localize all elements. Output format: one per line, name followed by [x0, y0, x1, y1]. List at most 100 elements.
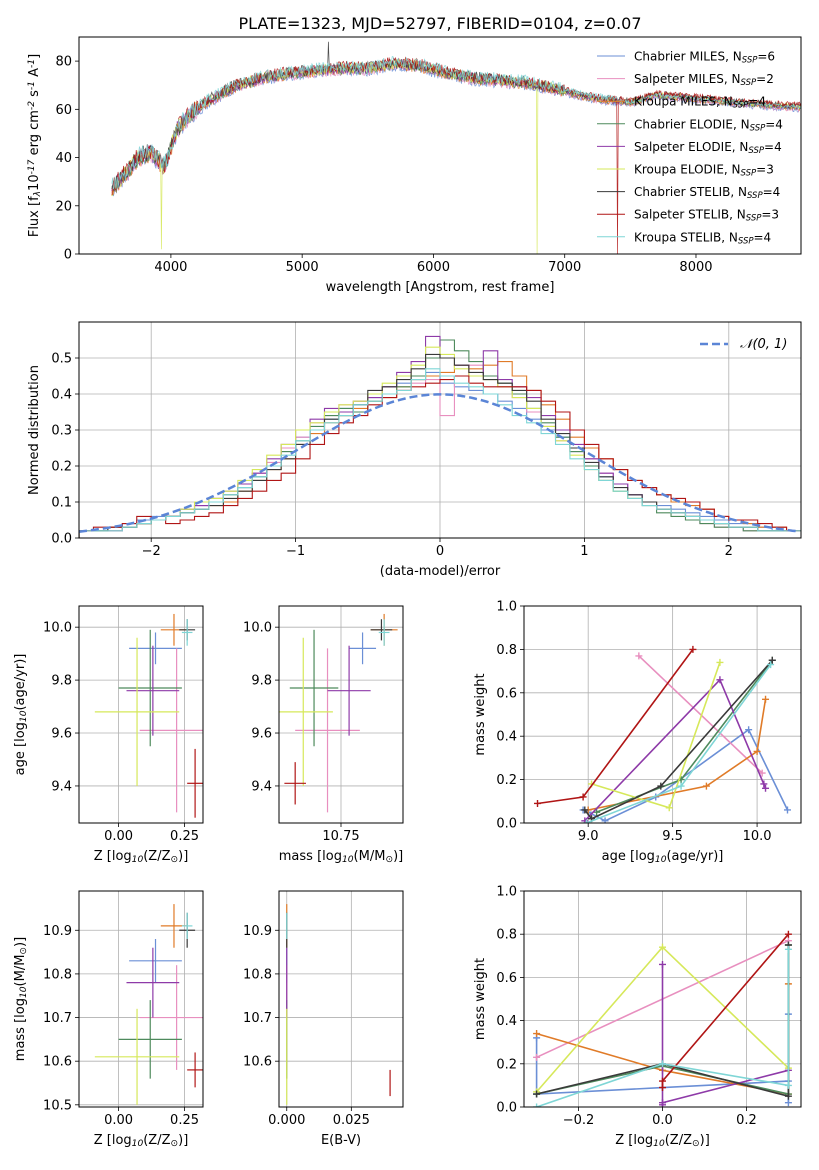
y-tick-label: 10.8 [243, 967, 272, 982]
x-axis-label: Z [log10(Z/Z⊙)] [94, 1133, 189, 1149]
weight-marker [784, 930, 792, 938]
axes-mass-vs-Z: 0.00 0.25 10.5 10.6 10.7 10.8 10.9 Z [log10(Z/Z… [13, 890, 204, 1149]
weight-marker [702, 782, 710, 790]
errorbar-point-4 [289, 629, 339, 747]
y-axis-label: Flux [fλ10-17 erg cm-2 s-1 A-1] [27, 54, 43, 237]
plot-area [524, 606, 801, 823]
weight-marker [659, 943, 666, 951]
y-tick-label: 10.7 [243, 1011, 272, 1026]
errorbar-point-6 [94, 1008, 180, 1105]
weight-marker [745, 726, 753, 734]
weight-line-7 [584, 659, 773, 820]
weight-marker [784, 945, 792, 953]
y-tick-label: 9.8 [251, 674, 272, 689]
errorbar-point-6 [279, 637, 333, 786]
weight-line-6 [591, 662, 721, 809]
y-tick-label: 9.8 [51, 674, 72, 689]
y-tick-label: 0.1 [51, 496, 72, 511]
axes-frame [78, 890, 204, 1108]
errorbar-point-1 [129, 939, 182, 983]
weight-marker [784, 1099, 792, 1107]
plot-area [111, 41, 801, 254]
weight-marker [579, 793, 587, 801]
weight-marker [659, 960, 666, 968]
weight-marker [784, 1081, 792, 1089]
weight-line-9 [536, 949, 790, 1107]
y-tick-label: 0.6 [496, 686, 517, 701]
normal-curve [79, 393, 799, 533]
y-axis-label: mass weight [473, 673, 488, 755]
weight-marker [533, 1090, 541, 1098]
errorbar-point-2 [139, 648, 203, 813]
weight-marker [767, 661, 775, 669]
axes-mass-vs-ebv: 0.000 0.025 10.6 10.7 10.8 10.9 E(B-V) [243, 890, 404, 1148]
x-tick-label: 9.5 [662, 829, 683, 844]
x-tick-label: 5000 [286, 260, 319, 275]
weight-line-3 [588, 699, 767, 811]
weight-marker [593, 808, 601, 816]
y-tick-label: 0.3 [51, 424, 72, 439]
axes-weight-vs-age: 9.0 9.5 10.0 0.0 0.2 0.4 0.6 0.8 1.0 age [log10(a… [473, 600, 802, 865]
errorbar-point-4 [118, 629, 182, 747]
x-tick-label: 10.0 [743, 829, 772, 844]
weight-marker [784, 1092, 792, 1100]
x-tick-label: 2 [725, 544, 733, 559]
y-tick-label: 10.6 [243, 1055, 272, 1070]
axes-frame [78, 36, 802, 255]
weight-marker [601, 817, 609, 823]
legend-label: 𝒩(0, 1) [740, 337, 787, 352]
y-tick-label: 9.4 [251, 779, 272, 794]
histogram-step-9 [79, 368, 801, 538]
y-axis-label: age [log10(age/yr)] [13, 654, 29, 776]
weight-line-9 [586, 664, 772, 823]
x-axis-label: mass [log10(M/M⊙)] [279, 849, 403, 865]
y-tick-label: 0.6 [496, 971, 517, 986]
weight-marker [716, 676, 724, 684]
y-tick-label: 0.5 [51, 352, 72, 367]
weight-marker [762, 784, 770, 792]
weight-marker [581, 806, 589, 814]
legend-label: Salpeter MILES, NSSP=2 [634, 72, 774, 88]
plot-area [524, 891, 801, 1107]
axes-residuals: −2 −1 0 1 2 0.0 0.1 0.2 0.3 0.4 0.5 (data-model)/er… [27, 321, 802, 579]
y-tick-label: 0.0 [51, 532, 72, 547]
errorbar-point-9 [181, 619, 193, 646]
y-tick-label: 0.2 [496, 773, 517, 788]
x-axis-label: Z [log10(Z/Z⊙)] [615, 1133, 710, 1149]
spectrum-line-6 [111, 58, 801, 254]
y-axis-label: mass [log10(M/M⊙)] [13, 937, 29, 1061]
weight-marker [783, 806, 791, 814]
errorbar-point-8 [187, 748, 203, 818]
y-tick-label: 10.0 [43, 621, 72, 636]
errorbar-point-8 [284, 762, 306, 805]
spectrum-legend: Chabrier MILES, NSSP=6 Salpeter MILES, NS… [597, 50, 783, 246]
weight-marker [533, 1030, 541, 1038]
y-tick-label: 10.9 [243, 924, 272, 939]
axes-spectrum: 4000 5000 6000 7000 8000 0 20 40 60 80 wavelength … [27, 36, 802, 295]
histogram-step-8 [79, 375, 801, 538]
spectrum-line-9 [111, 56, 801, 190]
legend-label: Chabrier ELODIE, NSSP=4 [634, 117, 783, 133]
x-tick-label: 9.0 [578, 829, 599, 844]
weight-marker [635, 652, 643, 660]
errorbar-point-1 [349, 632, 377, 665]
axes-frame [523, 605, 802, 824]
y-tick-label: 0.8 [496, 928, 517, 943]
x-axis-label: Z [log10(Z/Z⊙)] [94, 849, 189, 865]
plot-area [79, 891, 203, 1107]
x-tick-label: −1 [286, 544, 305, 559]
x-tick-label: 0.0 [652, 1113, 673, 1128]
y-tick-label: 10.7 [43, 1011, 72, 1026]
errorbar-point-1 [129, 632, 182, 665]
plot-area [79, 606, 203, 823]
y-tick-label: 1.0 [496, 885, 517, 900]
weight-marker [533, 1053, 541, 1061]
y-tick-label: 9.6 [51, 727, 72, 742]
plot-area [279, 606, 403, 823]
y-axis-label: mass weight [473, 958, 488, 1040]
y-tick-label: 0.8 [496, 643, 517, 658]
y-tick-label: 0.2 [496, 1057, 517, 1072]
y-axis-label: Normed distribution [27, 365, 42, 495]
x-tick-label: −2 [142, 544, 161, 559]
